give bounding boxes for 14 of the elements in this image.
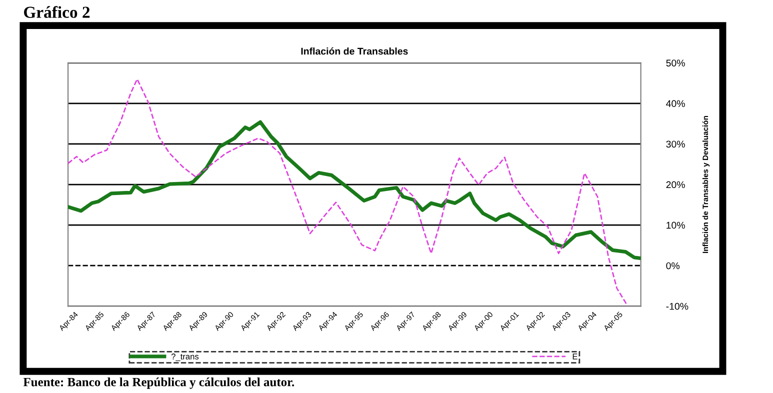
y-tick-label: -10% xyxy=(666,302,688,310)
legend-label: E xyxy=(572,354,578,360)
line-series xyxy=(68,120,641,260)
y-tick-label: 40% xyxy=(666,100,685,108)
y-tick-label: 0% xyxy=(666,262,680,270)
y-tick-label: 10% xyxy=(666,222,685,229)
source-note: Fuente: Banco de la República y cálculos del autor. xyxy=(23,377,294,389)
legend-label: ?_trans xyxy=(171,354,199,362)
text: Gráfico 2 xyxy=(24,6,90,18)
y-tick-label: 20% xyxy=(666,181,685,188)
chart-title: Inflación de Transables xyxy=(301,47,408,55)
y-tick-label: 50% xyxy=(666,60,685,66)
line-series xyxy=(68,78,628,306)
y-tick-label: 30% xyxy=(666,140,685,148)
